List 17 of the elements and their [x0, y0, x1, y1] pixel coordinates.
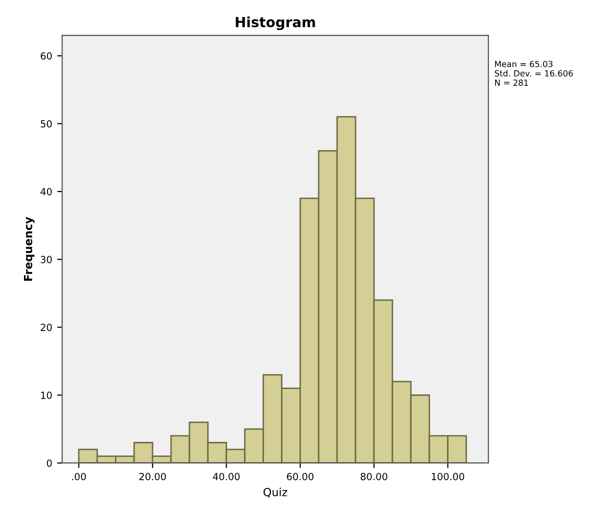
x-tick-label: 100.00	[432, 472, 464, 480]
y-tick-label: 0	[46, 459, 52, 467]
x-axis-title: Quiz	[264, 488, 288, 498]
y-tick-label: 10	[41, 392, 52, 399]
x-tick-label: .00	[72, 472, 86, 480]
y-tick-label: 20	[40, 324, 52, 332]
chart-title: Histogram	[236, 16, 315, 30]
x-tick-label: 20.00	[139, 472, 166, 480]
y-axis-title: Frequency	[24, 216, 35, 281]
y-tick-label: 30	[40, 256, 52, 264]
x-tick-label: 40.00	[212, 472, 240, 480]
x-tick-label: 60.00	[286, 472, 314, 480]
x-tick-label: 80.00	[360, 472, 388, 480]
y-tick-label: 50	[40, 120, 52, 128]
y-tick-label: 40	[40, 188, 52, 196]
text: Mean = 65.03 Std. Dev. = 16.606 N = 281	[494, 60, 573, 86]
y-tick-label: 60	[40, 52, 52, 60]
